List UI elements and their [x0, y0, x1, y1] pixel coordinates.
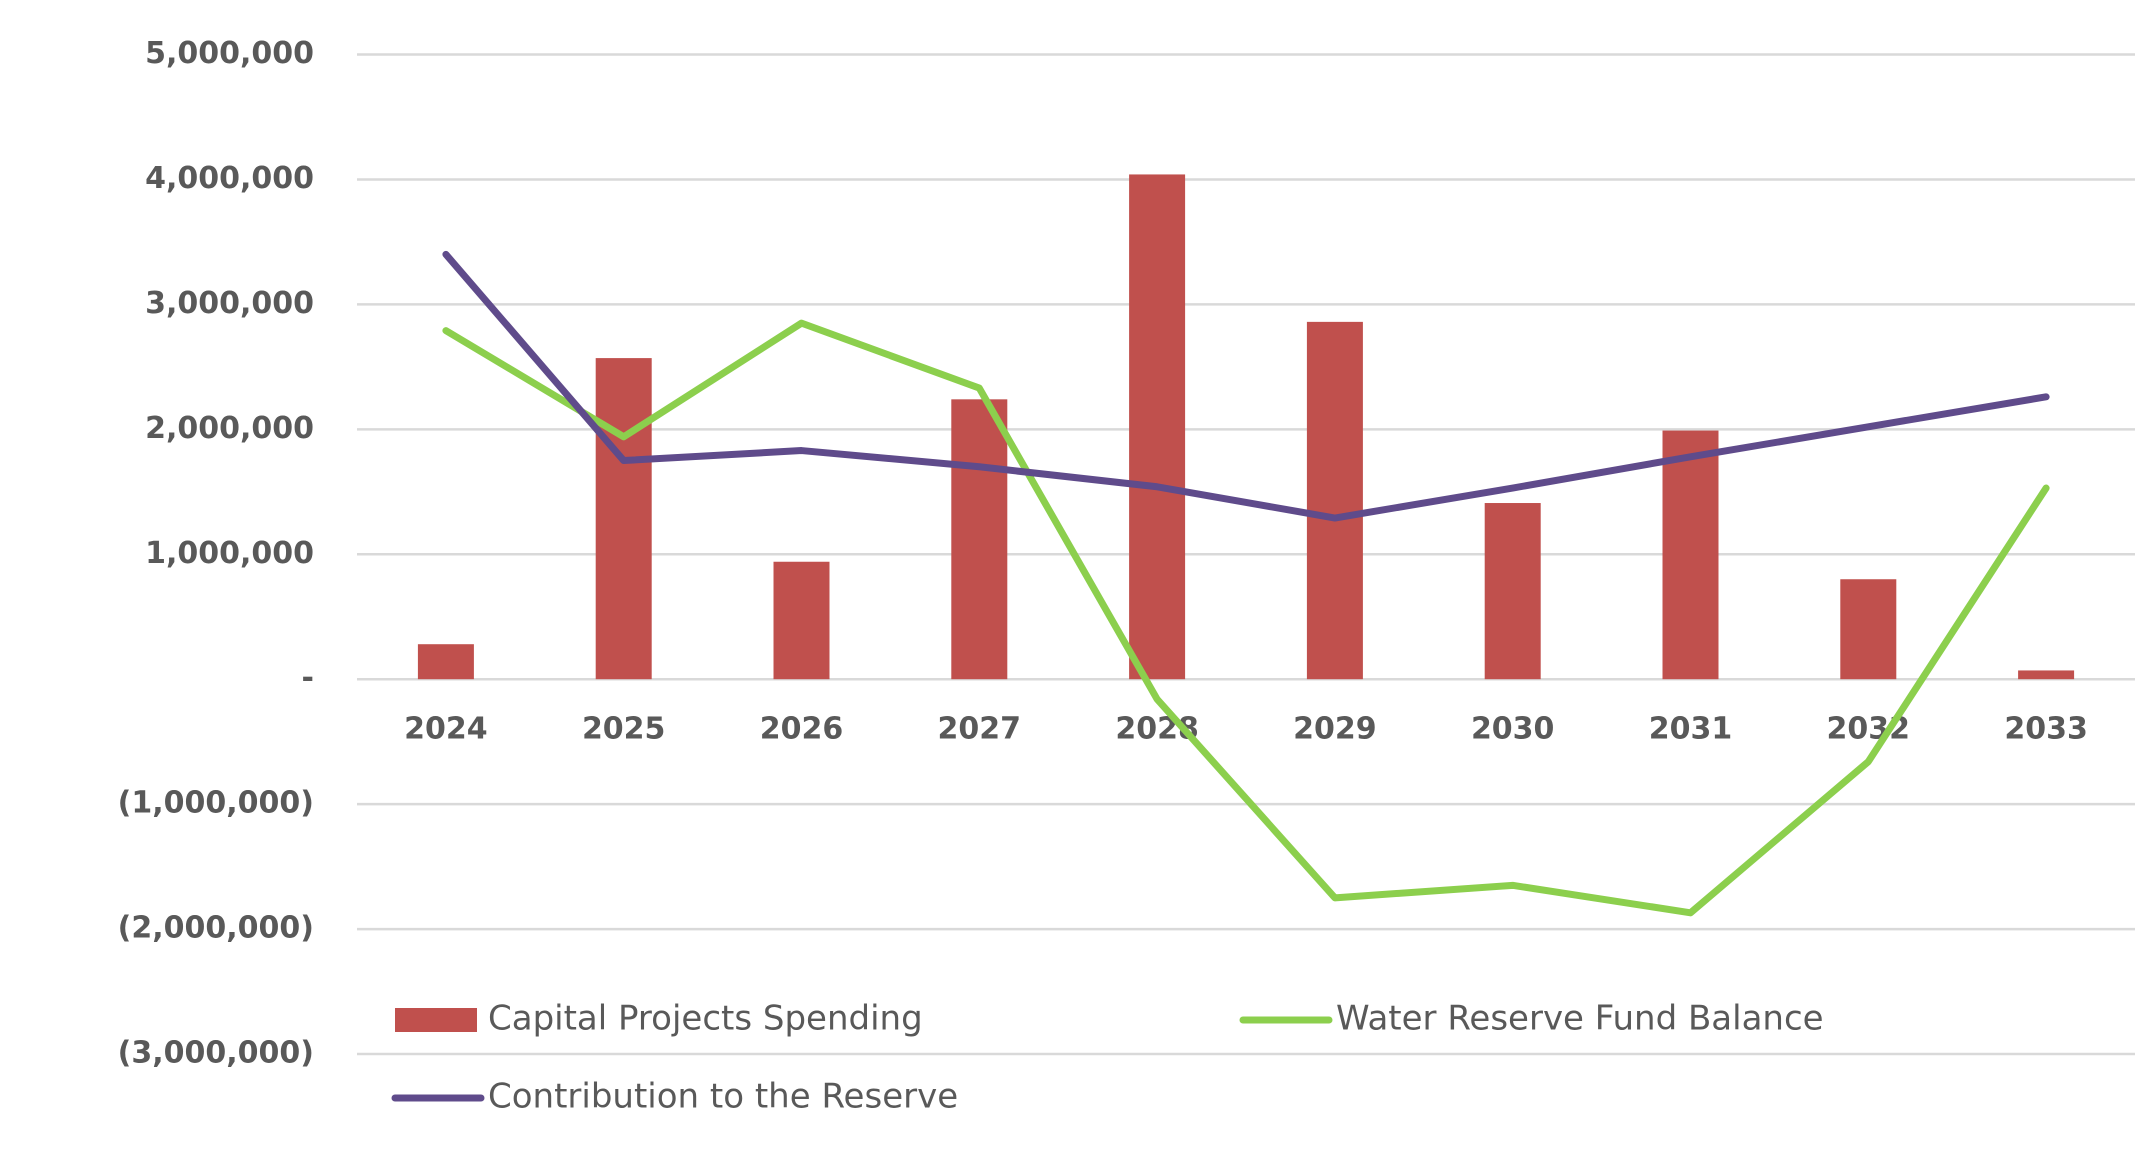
legend-label: Water Reserve Fund Balance — [1336, 999, 1824, 1039]
x-tick-label: 2031 — [1649, 712, 1733, 747]
x-tick-label: 2027 — [938, 712, 1022, 747]
bar — [2018, 670, 2075, 680]
bar — [773, 561, 830, 680]
line — [442, 319, 2050, 917]
y-tick-label: 5,000,000 — [145, 36, 314, 71]
x-tick-label: 2030 — [1471, 712, 1555, 747]
legend-label: Contribution to the Reserve — [488, 1077, 958, 1117]
y-tick-label: 2,000,000 — [145, 411, 314, 446]
legend-label: Capital Projects Spending — [488, 999, 923, 1039]
bar — [1306, 321, 1363, 680]
x-tick-label: 2033 — [2004, 712, 2088, 747]
y-tick-label: (1,000,000) — [118, 786, 314, 821]
y-tick-label: 1,000,000 — [145, 536, 314, 571]
bar — [1484, 503, 1541, 680]
y-tick-label: 3,000,000 — [145, 286, 314, 321]
bar — [417, 644, 474, 680]
legend-swatch — [395, 1008, 477, 1032]
x-tick-label: 2025 — [582, 712, 666, 747]
x-tick-label: 2026 — [760, 712, 844, 747]
y-tick-label: (2,000,000) — [118, 911, 314, 946]
line — [442, 250, 2050, 522]
y-tick-label: - — [302, 661, 314, 696]
bar — [1662, 430, 1719, 680]
y-tick-label: (3,000,000) — [118, 1036, 314, 1071]
bar — [1129, 174, 1186, 680]
y-tick-label: 4,000,000 — [145, 161, 314, 196]
bar — [1840, 579, 1897, 680]
bar — [595, 358, 652, 680]
x-tick-label: 2024 — [404, 712, 488, 747]
x-tick-label: 2029 — [1293, 712, 1377, 747]
bar — [951, 399, 1008, 680]
